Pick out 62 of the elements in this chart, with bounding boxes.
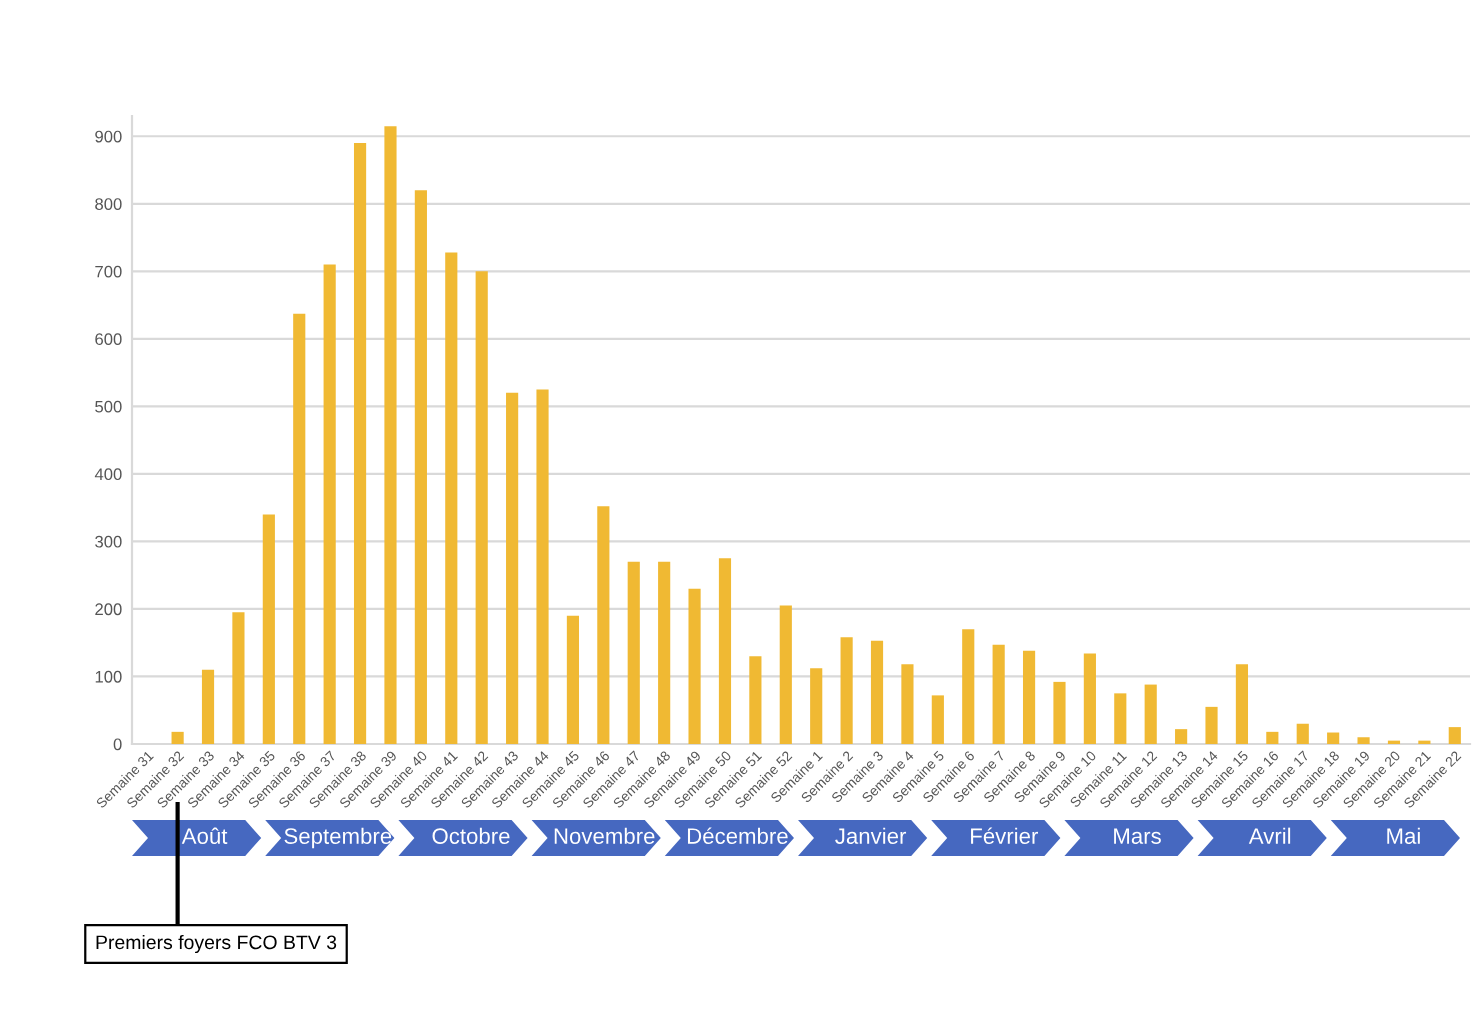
text: Décembre — [687, 827, 788, 844]
bar — [506, 392, 519, 744]
y-tick-label: 100 — [95, 670, 122, 683]
bar — [840, 637, 853, 744]
text: Novembre — [554, 827, 655, 844]
bar — [1053, 681, 1066, 744]
bar — [1327, 732, 1340, 744]
bar — [323, 264, 336, 744]
text: Septembre — [284, 827, 392, 849]
bar — [597, 506, 610, 744]
bar — [1205, 706, 1218, 744]
bar — [445, 252, 458, 744]
bar — [627, 561, 640, 744]
text: Mars — [1114, 828, 1161, 844]
bar — [962, 629, 975, 744]
bar — [992, 644, 1005, 744]
bar — [749, 656, 762, 744]
bar — [810, 668, 823, 744]
y-tick-label: 400 — [94, 468, 122, 481]
bar — [353, 143, 367, 744]
bar — [1144, 684, 1157, 744]
bar — [536, 389, 549, 744]
bar — [293, 313, 306, 744]
text: Premiers foyers FCO BTV 3 — [96, 934, 337, 954]
bar — [1296, 723, 1309, 744]
y-tick-label: 600 — [95, 333, 122, 346]
y-tick-label: 700 — [95, 265, 122, 278]
text: Août — [181, 827, 228, 844]
y-tick-label: 500 — [95, 400, 122, 413]
bar — [870, 640, 884, 744]
bar — [475, 271, 488, 744]
bar — [658, 561, 671, 744]
y-tick-label: 300 — [95, 535, 122, 548]
bar — [1357, 737, 1370, 744]
bar — [718, 558, 732, 744]
bar — [384, 126, 397, 744]
bar — [1448, 727, 1461, 744]
text: Janvier — [835, 827, 907, 844]
bar — [931, 695, 944, 744]
bar — [1022, 650, 1036, 744]
y-tick-label: 200 — [95, 603, 122, 616]
bar — [901, 664, 914, 744]
bar — [414, 190, 427, 744]
y-tick-label: 800 — [95, 198, 122, 210]
bar — [1175, 729, 1188, 744]
bar — [688, 588, 701, 744]
bar — [232, 612, 245, 744]
bar — [1114, 693, 1127, 744]
bar — [201, 669, 215, 744]
bar — [1235, 664, 1249, 744]
bar — [1083, 653, 1096, 744]
bar — [262, 514, 275, 744]
bar — [171, 731, 184, 744]
bar — [779, 605, 792, 744]
bar — [1266, 731, 1279, 744]
y-tick-label: 0 — [113, 738, 122, 751]
y-tick-label: 900 — [95, 130, 122, 143]
text: Mai — [1387, 827, 1420, 844]
text: Avril — [1248, 827, 1291, 844]
bar — [566, 615, 580, 744]
text: Octobre — [432, 827, 510, 844]
text: Février — [971, 827, 1038, 844]
